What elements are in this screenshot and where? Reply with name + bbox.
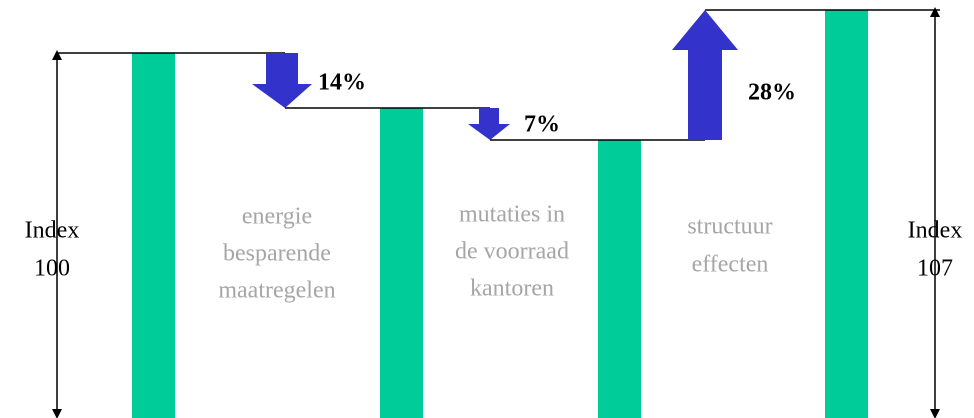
step-label: de voorraad	[455, 239, 569, 265]
change-label: 28%	[748, 80, 796, 106]
index-label: Index	[908, 218, 963, 244]
step-label: structuur	[687, 214, 772, 240]
step-label: kantoren	[470, 276, 554, 302]
bar	[380, 108, 423, 418]
change-label: 14%	[318, 70, 366, 96]
down-arrow	[252, 53, 312, 108]
step-label: mutaties in	[459, 202, 565, 228]
up-arrow	[672, 10, 738, 140]
index-value: 100	[34, 256, 70, 282]
bar	[132, 53, 175, 418]
index-value: 107	[917, 256, 953, 282]
step-label: besparende	[223, 241, 331, 267]
index-label: Index	[25, 218, 80, 244]
change-label: 7%	[524, 112, 560, 138]
bar	[825, 10, 868, 418]
step-label: energie	[242, 204, 312, 230]
step-label: effecten	[692, 252, 769, 278]
bar	[598, 140, 641, 418]
step-label: maatregelen	[218, 278, 335, 304]
down-arrow	[468, 108, 510, 140]
